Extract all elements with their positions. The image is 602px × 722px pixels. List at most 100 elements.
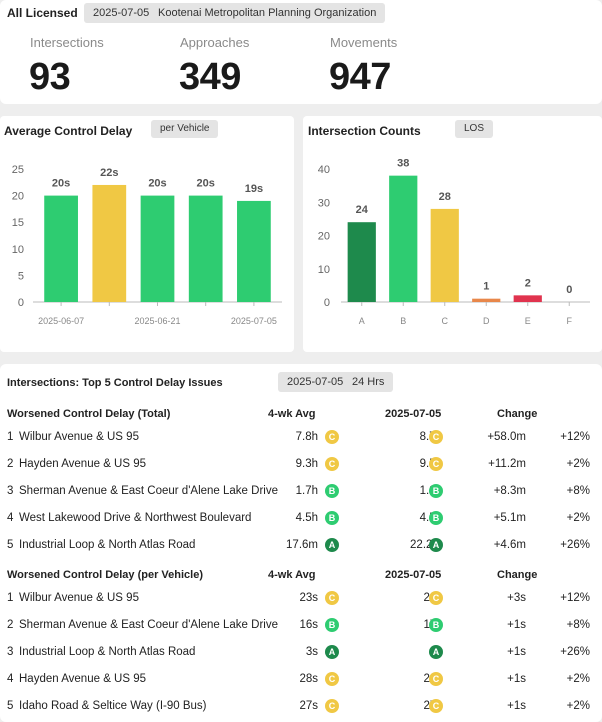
intersection-name[interactable]: Sherman Avenue & East Coeur d'Alene Lake… [19,485,278,497]
delay-bar[interactable] [44,195,78,302]
change-value: +1s [507,700,526,712]
y-tick-label: 0 [324,297,330,309]
change-percent: +12% [560,431,590,443]
col-header-change: Change [497,408,538,420]
intersection-name[interactable]: Sherman Avenue & East Coeur d'Alene Lake… [19,619,278,631]
intersection-name[interactable]: Idaho Road & Seltice Way (I-90 Bus) [19,700,207,712]
delay-unit-toggle[interactable]: per Vehicle [151,120,219,138]
change-percent: +12% [560,592,590,604]
intersection-name[interactable]: West Lakewood Drive & Northwest Boulevar… [19,512,252,524]
col-header-date: 2025-07-05 [385,408,442,420]
avg-value: 4.5h [295,512,318,524]
avg-value: 16s [299,619,318,631]
x-tick-label: 2025-06-21 [134,316,180,326]
section-heading: Worsened Control Delay (Total) [7,408,171,420]
table-row[interactable]: 2 Sherman Avenue & East Coeur d'Alene Lak… [0,618,602,646]
top5-table-card: Intersections: Top 5 Control Delay Issue… [0,364,602,722]
avg-los-badge: C [325,430,339,444]
organization-chip[interactable]: Kootenai Metropolitan Planning Organizat… [149,3,386,23]
period-chip[interactable]: 24 Hrs [343,372,394,392]
x-tick-label: D [483,316,490,326]
current-los-badge: A [429,538,443,552]
avg-value: 17.6m [286,539,318,551]
table-title: Intersections: Top 5 Control Delay Issue… [7,377,223,389]
x-tick-label: 2025-06-07 [38,316,84,326]
y-tick-label: 20 [318,231,330,243]
los-bar[interactable] [513,295,542,302]
y-tick-label: 0 [18,297,24,309]
counts-chart-title: Intersection Counts [308,124,421,138]
delay-bar[interactable] [188,195,223,302]
table-row[interactable]: 4 West Lakewood Drive & Northwest Bouleva… [0,511,602,539]
avg-los-badge: C [325,672,339,686]
table-date-chip[interactable]: 2025-07-05 [278,372,353,392]
intersection-name[interactable]: Wilbur Avenue & US 95 [19,592,139,604]
delay-bar-label: 20s [148,178,166,190]
y-tick-label: 25 [12,164,24,176]
delay-bar-label: 19s [245,183,263,195]
intersection-name[interactable]: Hayden Avenue & US 95 [19,458,147,470]
y-tick-label: 5 [18,270,24,282]
row-rank: 4 [7,512,14,524]
delay-bar[interactable] [237,200,271,302]
current-los-badge: C [429,672,443,686]
los-bar[interactable] [430,208,459,302]
counts-chart-card: Intersection Counts LOS 0 10 20 30 40 24 A 38 B 2… [303,116,602,352]
change-value: +3s [507,592,526,604]
change-value: +1s [507,619,526,631]
los-bar-label: 38 [397,158,409,170]
summary-card: All Licensed 2025-07-05 Kootenai Metropo… [0,0,602,104]
scope-title: All Licensed [7,6,78,20]
delay-bar-chart: 0 5 10 15 20 25 20s 2025-06-07 22s 20s 2025-06-21 2… [12,164,282,326]
avg-value: 1.7h [295,485,318,497]
table-row[interactable]: 3 Sherman Avenue & East Coeur d'Alene Lak… [0,484,602,512]
x-tick-label: 2025-07-05 [231,316,277,326]
x-tick-label: F [567,316,573,326]
col-header-change: Change [497,569,538,581]
intersection-name[interactable]: Hayden Avenue & US 95 [19,673,147,685]
metric-label-approaches: Approaches [180,35,250,50]
avg-value: 3s [305,646,318,658]
table-row[interactable]: 5 Industrial Loop & North Atlas Road 17.6m… [0,538,602,566]
avg-los-badge: B [325,511,339,525]
los-bar-label: 28 [439,191,451,203]
delay-bar[interactable] [92,184,127,302]
date-chip[interactable]: 2025-07-05 [84,3,159,23]
current-los-badge: B [429,511,443,525]
y-tick-label: 20 [12,191,24,203]
current-los-badge: B [429,618,443,632]
delay-bar[interactable] [140,195,175,302]
y-tick-label: 10 [318,264,330,276]
intersection-name[interactable]: Industrial Loop & North Atlas Road [19,539,196,551]
y-tick-label: 10 [12,244,24,256]
los-bar[interactable] [472,298,501,302]
change-percent: +26% [560,646,590,658]
delay-bar-label: 20s [52,178,70,190]
intersection-name[interactable]: Wilbur Avenue & US 95 [19,431,139,443]
los-bar-label: 2 [525,277,531,289]
row-rank: 1 [7,431,14,443]
avg-los-badge: A [325,538,339,552]
los-bar[interactable] [389,175,418,302]
col-header-date: 2025-07-05 [385,569,442,581]
metric-label-intersections: Intersections [30,35,104,50]
avg-value: 9.3h [295,458,318,470]
delay-chart-card: Average Control Delay per Vehicle 0 5 10 15… [0,116,294,352]
row-rank: 5 [7,539,14,551]
metric-label-movements: Movements [330,35,398,50]
los-bar[interactable] [347,222,376,302]
intersection-name[interactable]: Industrial Loop & North Atlas Road [19,646,196,658]
current-los-badge: B [429,484,443,498]
avg-los-badge: C [325,457,339,471]
col-header-4wk-avg: 4-wk Avg [268,408,316,420]
avg-los-badge: A [325,645,339,659]
change-percent: +26% [560,539,590,551]
los-toggle[interactable]: LOS [455,120,494,138]
change-percent: +2% [566,673,590,685]
